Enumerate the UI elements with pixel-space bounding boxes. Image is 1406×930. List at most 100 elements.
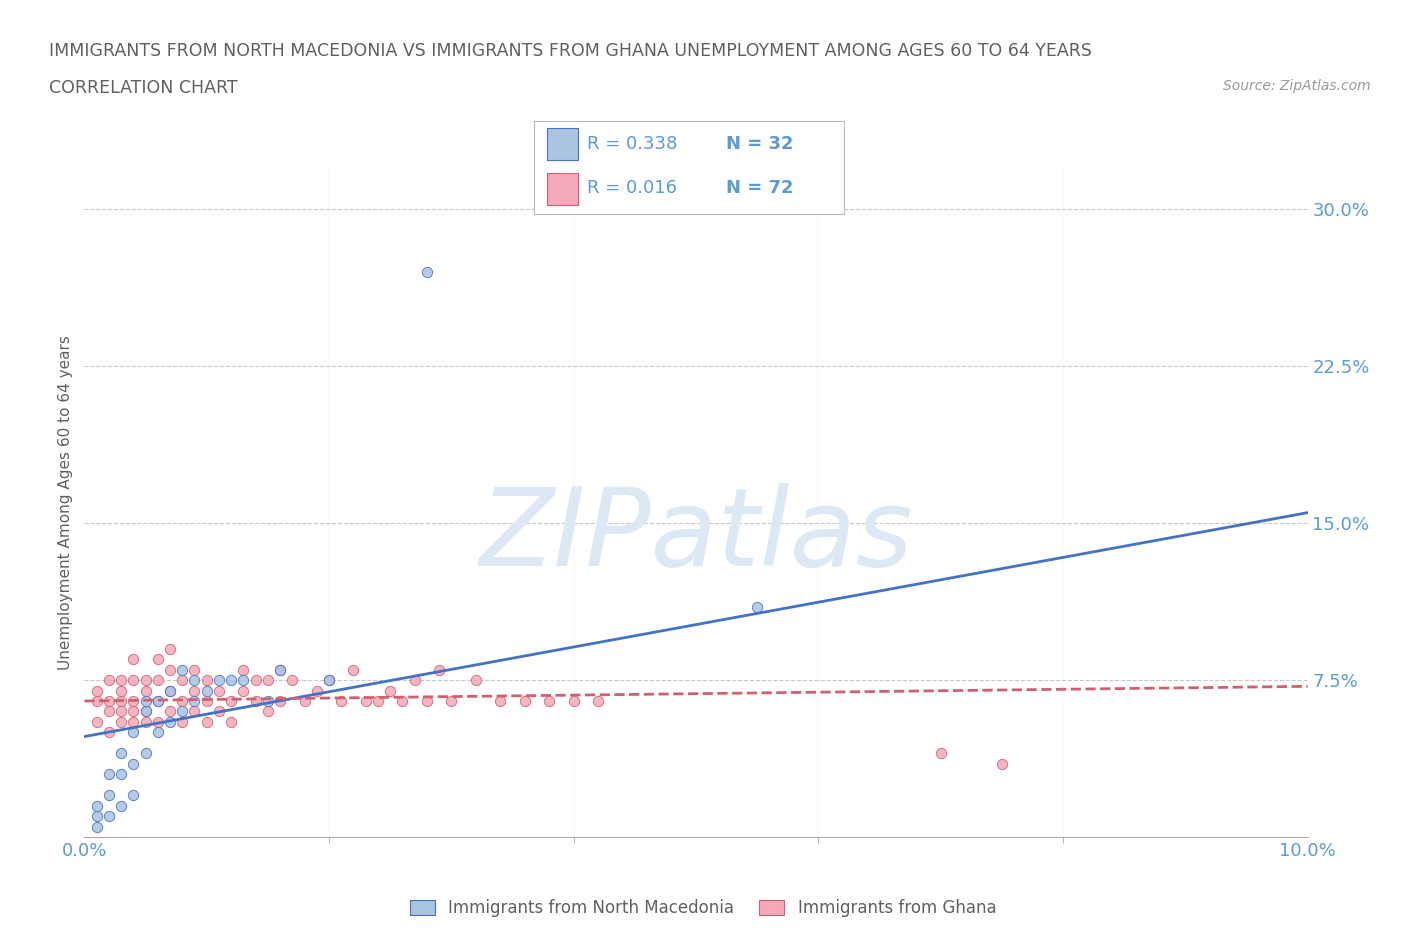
- Point: [135, 704, 157, 719]
- Point: [97, 766, 120, 781]
- Point: [135, 704, 157, 719]
- Point: [294, 694, 316, 709]
- Point: [146, 694, 169, 709]
- Point: [464, 672, 486, 687]
- Point: [489, 694, 512, 709]
- Point: [380, 683, 402, 698]
- Point: [159, 704, 181, 719]
- Point: [416, 265, 439, 280]
- Point: [183, 704, 205, 719]
- Point: [122, 652, 145, 667]
- Point: [586, 694, 609, 709]
- Text: CORRELATION CHART: CORRELATION CHART: [49, 79, 238, 97]
- Text: ZIPatlas: ZIPatlas: [479, 484, 912, 588]
- Point: [232, 683, 254, 698]
- Point: [135, 683, 157, 698]
- Point: [929, 746, 952, 761]
- Point: [110, 704, 132, 719]
- Point: [354, 694, 377, 709]
- Point: [991, 756, 1014, 771]
- Point: [86, 809, 108, 824]
- Point: [183, 662, 205, 677]
- Point: [219, 672, 242, 687]
- Point: [269, 662, 291, 677]
- Point: [97, 788, 120, 803]
- Point: [172, 662, 194, 677]
- Point: [183, 672, 205, 687]
- Point: [122, 788, 145, 803]
- Point: [110, 798, 132, 813]
- Point: [172, 704, 194, 719]
- Point: [135, 672, 157, 687]
- Point: [404, 672, 426, 687]
- Point: [97, 704, 120, 719]
- Point: [416, 694, 439, 709]
- Point: [367, 694, 389, 709]
- Point: [122, 725, 145, 740]
- Point: [269, 694, 291, 709]
- Point: [135, 714, 157, 729]
- Point: [86, 819, 108, 834]
- Text: IMMIGRANTS FROM NORTH MACEDONIA VS IMMIGRANTS FROM GHANA UNEMPLOYMENT AMONG AGES: IMMIGRANTS FROM NORTH MACEDONIA VS IMMIG…: [49, 42, 1092, 60]
- Point: [219, 694, 242, 709]
- Point: [183, 694, 205, 709]
- Y-axis label: Unemployment Among Ages 60 to 64 years: Unemployment Among Ages 60 to 64 years: [58, 335, 73, 670]
- Text: R = 0.016: R = 0.016: [586, 179, 676, 197]
- Point: [318, 672, 340, 687]
- Point: [146, 672, 169, 687]
- Point: [86, 683, 108, 698]
- Text: R = 0.338: R = 0.338: [586, 135, 678, 153]
- Point: [97, 694, 120, 709]
- Point: [122, 704, 145, 719]
- Point: [257, 694, 280, 709]
- Point: [172, 714, 194, 729]
- Point: [513, 694, 536, 709]
- Point: [146, 725, 169, 740]
- Point: [269, 662, 291, 677]
- Point: [86, 694, 108, 709]
- Point: [110, 714, 132, 729]
- Point: [427, 662, 450, 677]
- Point: [208, 672, 231, 687]
- Point: [208, 704, 231, 719]
- Point: [245, 672, 267, 687]
- Point: [159, 683, 181, 698]
- Point: [135, 694, 157, 709]
- Point: [146, 694, 169, 709]
- Point: [159, 642, 181, 657]
- Point: [146, 652, 169, 667]
- Point: [97, 672, 120, 687]
- Point: [97, 809, 120, 824]
- Point: [195, 672, 218, 687]
- Point: [245, 694, 267, 709]
- Point: [110, 683, 132, 698]
- Point: [281, 672, 304, 687]
- Point: [305, 683, 328, 698]
- Point: [86, 714, 108, 729]
- Point: [195, 714, 218, 729]
- Point: [183, 683, 205, 698]
- Point: [318, 672, 340, 687]
- Legend: Immigrants from North Macedonia, Immigrants from Ghana: Immigrants from North Macedonia, Immigra…: [411, 899, 995, 917]
- Text: Source: ZipAtlas.com: Source: ZipAtlas.com: [1223, 79, 1371, 93]
- Text: N = 32: N = 32: [725, 135, 793, 153]
- Point: [159, 683, 181, 698]
- Point: [257, 672, 280, 687]
- Point: [110, 766, 132, 781]
- Point: [135, 746, 157, 761]
- Bar: [547, 173, 578, 205]
- Point: [538, 694, 561, 709]
- Point: [159, 662, 181, 677]
- Point: [232, 662, 254, 677]
- Point: [232, 672, 254, 687]
- Point: [342, 662, 364, 677]
- Point: [562, 694, 585, 709]
- Point: [440, 694, 463, 709]
- Point: [122, 694, 145, 709]
- Bar: [547, 128, 578, 160]
- Point: [122, 672, 145, 687]
- Point: [208, 683, 231, 698]
- Point: [257, 704, 280, 719]
- Point: [195, 694, 218, 709]
- Point: [172, 694, 194, 709]
